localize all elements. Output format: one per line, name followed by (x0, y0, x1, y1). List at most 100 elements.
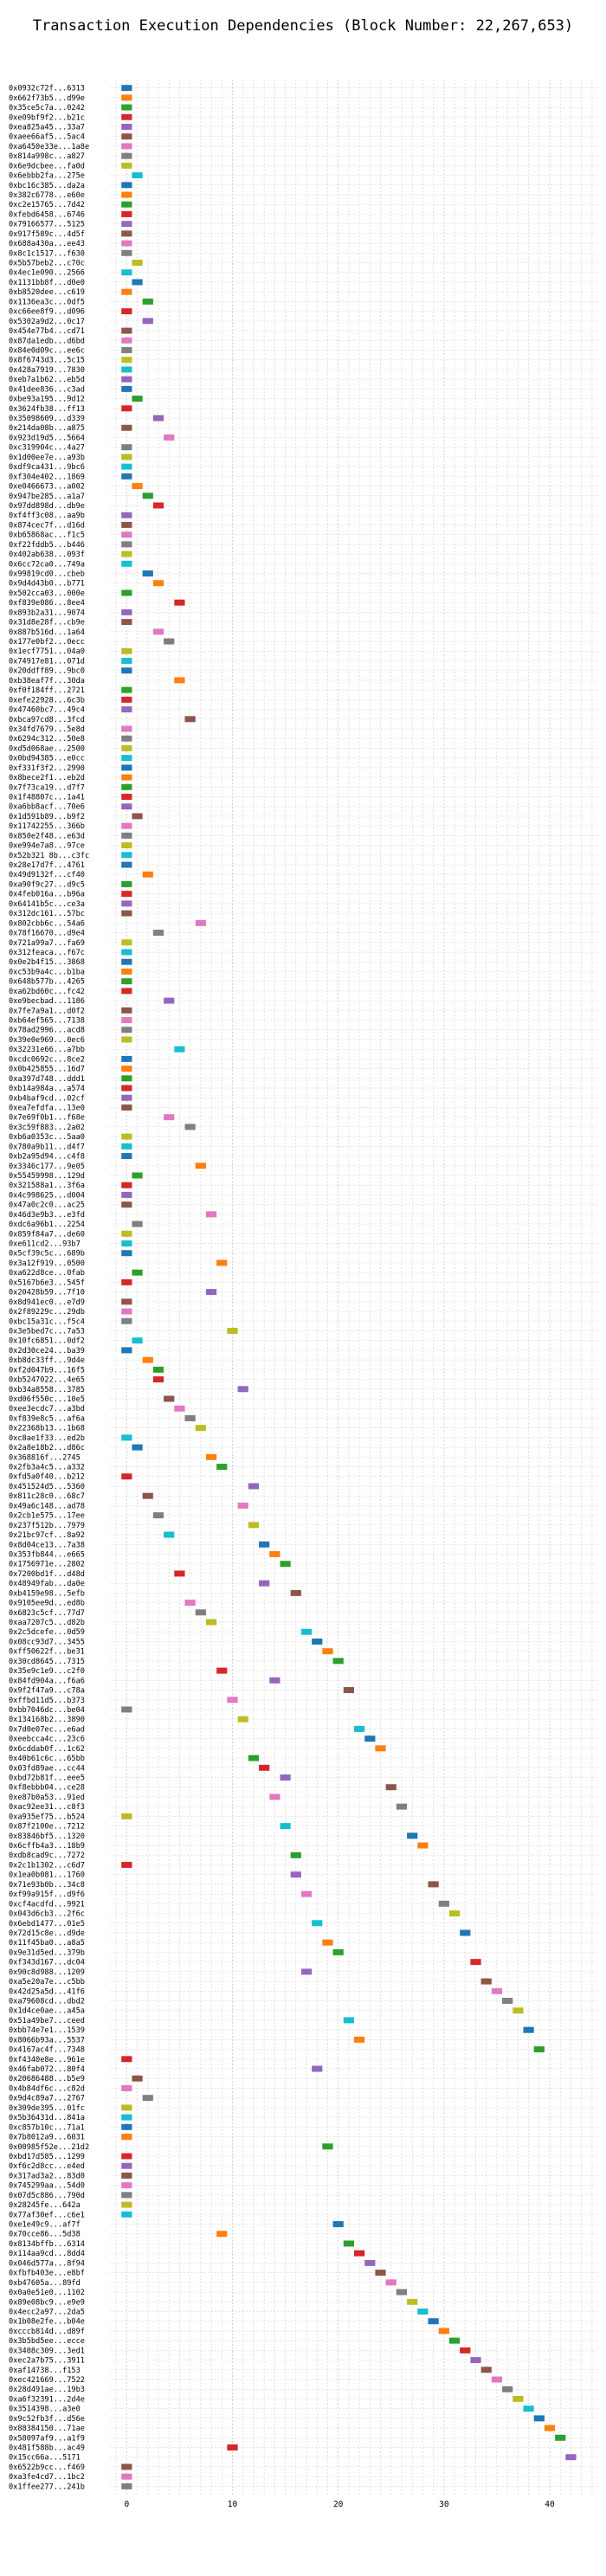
y-tick-label: 0xea7efdfa...13e0 (9, 1104, 85, 1112)
transaction-bar (227, 1697, 238, 1703)
transaction-bar (121, 2192, 132, 2199)
transaction-bar (290, 1589, 301, 1596)
transaction-bar (121, 2463, 132, 2470)
y-tick-label: 0xa935ef75...b524 (9, 1813, 85, 1821)
y-tick-label: 0x8bece2f1...eb2d (9, 774, 85, 782)
transaction-bar (121, 424, 132, 431)
transaction-bar (354, 2036, 365, 2043)
y-tick-label: 0x2f89229c...29db (9, 1308, 85, 1317)
transaction-bar (121, 473, 132, 480)
transaction-bar (132, 279, 143, 286)
y-tick-label: 0x3624fb38...ff13 (9, 405, 85, 414)
y-tick-label: 0x03fd89ae...cc44 (9, 1764, 85, 1773)
transaction-bar (300, 1890, 313, 1897)
y-tick-label: 0x8d941ec0...e7d9 (9, 1298, 85, 1307)
transaction-bar (121, 949, 132, 956)
transaction-bar (375, 1745, 386, 1752)
transaction-bar (428, 2318, 439, 2325)
transaction-bar (121, 2473, 132, 2480)
transaction-bar (142, 871, 153, 878)
transaction-bar (448, 1910, 461, 1917)
y-tick-label: 0xc857b10c...71a1 (9, 2123, 85, 2132)
transaction-bar (121, 2162, 132, 2169)
transaction-bar (121, 755, 132, 762)
y-tick-label: 0xee3ecdc7...a3bd (9, 1405, 85, 1414)
y-tick-label: 0xc8ae1f33...ed2b (9, 1434, 85, 1443)
transaction-bar (280, 1823, 291, 1830)
y-tick-label: 0xb14a984a...a574 (9, 1085, 85, 1093)
transaction-bar (269, 1677, 280, 1684)
y-tick-label: 0x5b36431d...841a (9, 2114, 85, 2122)
transaction-bar (300, 1628, 313, 1635)
transaction-bar (142, 493, 153, 499)
y-tick-label: 0x8f6743d3...5c15 (9, 357, 85, 365)
y-tick-label: 0xb6a0353c...5aa0 (9, 1133, 85, 1142)
transaction-bar (174, 1046, 185, 1053)
transaction-bar (322, 1648, 333, 1655)
transaction-bar (121, 2134, 132, 2141)
y-tick-label: 0xffbd11d5...b373 (9, 1697, 85, 1705)
y-tick-label: 0x20686488...b5e9 (9, 2075, 85, 2083)
y-tick-label: 0xa397d748...ddd1 (9, 1075, 85, 1084)
transaction-bar (544, 2425, 556, 2431)
transaction-bar (121, 308, 132, 315)
y-tick-label: 0x7d0e07ec...e6ad (9, 1725, 85, 1734)
y-tick-label: 0x35098609...d339 (9, 415, 85, 423)
transaction-bar (428, 1881, 439, 1888)
y-tick-label: 0xcdc0692c...8ce2 (9, 1055, 85, 1064)
y-tick-label: 0x237f512b...7979 (9, 1522, 85, 1530)
y-tick-label: 0x20ddff89...9bc0 (9, 667, 85, 676)
transaction-bar (174, 1405, 185, 1412)
transaction-bar (121, 2483, 132, 2489)
transaction-bar (121, 1055, 132, 1062)
y-tick-label: 0x71e93b0b...34c8 (9, 1881, 85, 1890)
y-tick-label: 0xe1e49c9...af7f (9, 2221, 81, 2230)
y-tick-label: 0xb5247022...4e65 (9, 1376, 85, 1385)
transaction-bar (121, 2123, 132, 2130)
y-tick-label: 0x850e2f48...e63d (9, 832, 85, 840)
y-tick-label: 0x64141b5c...ce3a (9, 900, 85, 909)
y-tick-label: 0xa62bd60c...fc42 (9, 988, 85, 996)
y-tick-label: 0x780a9b11...d4f7 (9, 1143, 85, 1151)
y-tick-label: 0x84e0d09c...ee6c (9, 346, 85, 355)
transaction-bar (269, 1551, 280, 1557)
y-tick-label: 0x6ebd1477...01e5 (9, 1920, 85, 1929)
transaction-bar (354, 2250, 365, 2257)
y-tick-label: 0xa3fe4cd7...1bc2 (9, 2473, 85, 2482)
transaction-bar (164, 434, 175, 441)
y-tick-label: 0x0a0e51e0...1102 (9, 2289, 85, 2297)
y-tick-label: 0x3b5bd5ee...ecce (9, 2337, 85, 2346)
transaction-bar (205, 1211, 217, 1218)
y-tick-label: 0x9e31d5ed...379b (9, 1948, 85, 1957)
x-tick-label: 0 (124, 2500, 129, 2509)
transaction-bar (121, 1133, 132, 1140)
y-tick-label: 0x34fd7679...5e8d (9, 725, 85, 734)
transaction-bar (300, 1968, 313, 1975)
y-tick-label: 0xa5e20a7e...c5bb (9, 1978, 85, 1987)
transaction-bar (164, 1531, 175, 1538)
y-tick-label: 0x49a6c148...ad78 (9, 1502, 85, 1510)
transaction-bar (280, 1774, 291, 1781)
y-tick-label: 0x802cbb6c...54a6 (9, 919, 85, 928)
transaction-bar (460, 2347, 471, 2354)
transaction-bar (121, 385, 132, 392)
y-tick-label: 0xb64ef565...7138 (9, 1017, 85, 1026)
y-tick-label: 0x312feaca...f67c (9, 949, 85, 957)
transaction-bar (280, 1561, 291, 1568)
transaction-bar (121, 85, 132, 92)
y-tick-label: 0x451524d5...5360 (9, 1483, 85, 1491)
y-tick-label: 0x6522b9cc...f469 (9, 2463, 85, 2472)
y-tick-label: 0x5cf39c5c...689b (9, 1250, 85, 1259)
y-tick-label: 0x874cec7f...d16d (9, 521, 85, 530)
y-tick-label: 0x402ab638...093f (9, 551, 85, 559)
transaction-bar (121, 2211, 132, 2218)
transaction-bar (121, 1182, 132, 1188)
transaction-bar (132, 1172, 143, 1179)
transaction-bar (269, 1794, 280, 1800)
transaction-bar (448, 2337, 461, 2344)
transaction-bar (121, 2201, 132, 2208)
transaction-bar (121, 1278, 132, 1285)
y-tick-label: 0x2c5dcefe...0d59 (9, 1628, 85, 1637)
transaction-bar (533, 2046, 545, 2053)
